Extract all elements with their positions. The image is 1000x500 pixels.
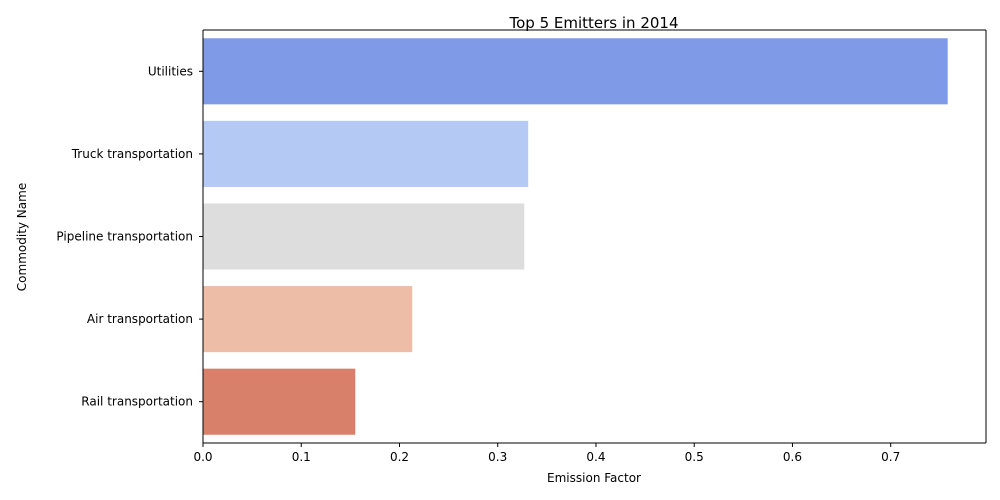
x-tick-label: 0.4: [586, 450, 605, 464]
x-axis-label: Emission Factor: [547, 471, 641, 485]
y-tick-label: Utilities: [148, 64, 193, 78]
y-tick-label: Air transportation: [87, 312, 193, 326]
bar-pipeline-transportation: [203, 203, 525, 270]
chart-title: Top 5 Emitters in 2014: [508, 14, 678, 32]
y-tick-label: Pipeline transportation: [56, 230, 193, 244]
x-ticks: 0.0 0.1 0.2 0.3 0.4 0.5 0.6 0.7: [193, 443, 900, 464]
y-tick-label: Rail transportation: [81, 395, 193, 409]
x-tick-label: 0.2: [390, 450, 409, 464]
bars: [203, 38, 948, 435]
bar-truck-transportation: [203, 120, 529, 187]
y-ticks: Utilities Truck transportation Pipeline tr…: [56, 64, 203, 409]
bar-air-transportation: [203, 286, 413, 353]
x-tick-label: 0.1: [292, 450, 311, 464]
x-tick-label: 0.7: [881, 450, 900, 464]
x-tick-label: 0.5: [685, 450, 704, 464]
x-tick-label: 0.3: [488, 450, 507, 464]
y-axis-label: Commodity Name: [15, 183, 29, 291]
bar-utilities: [203, 38, 948, 105]
x-tick-label: 0.0: [193, 450, 212, 464]
x-tick-label: 0.6: [783, 450, 802, 464]
y-tick-label: Truck transportation: [71, 147, 193, 161]
bar-rail-transportation: [203, 368, 356, 435]
